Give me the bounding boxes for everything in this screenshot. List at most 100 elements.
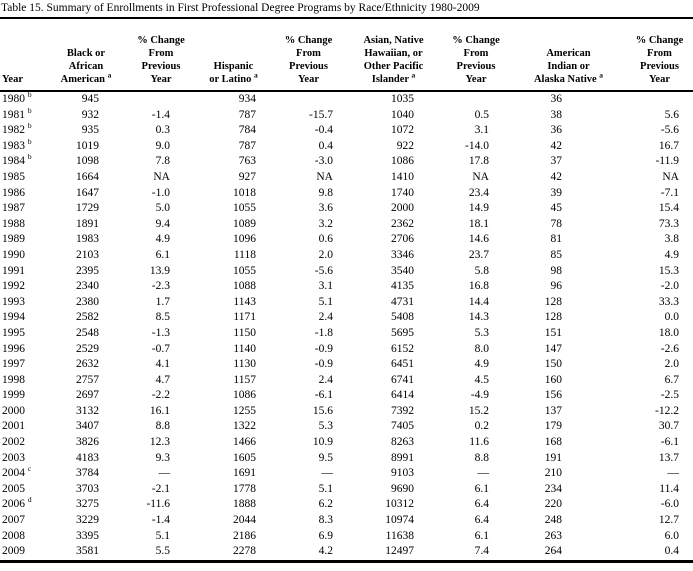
cell-pct-change-american-indian: 13.7 [658, 451, 679, 464]
cell-asian-pacific-islander: 7392 [391, 404, 414, 417]
cell-pct-change-asian: 14.4 [468, 295, 489, 308]
cell-asian-pacific-islander: 4731 [391, 295, 414, 308]
cell-pct-change-asian: NA [472, 170, 489, 183]
cell-pct-change-asian: 7.4 [474, 545, 489, 558]
cell-pct-change-black: 13.9 [149, 264, 170, 277]
cell-pct-change-american-indian: 33.3 [658, 295, 679, 308]
cell-pct-change-asian: 8.8 [474, 451, 489, 464]
cell-asian-pacific-islander: 6414 [391, 389, 414, 402]
cell-year: 2007 [2, 514, 25, 527]
cell-year: 1984 b [2, 152, 32, 168]
cell-year: 1999 [2, 389, 25, 402]
table-row-1998: 1998 2757 4.7 1157 2.4 6741 4.5 160 6.7 [0, 373, 693, 389]
footnote-marker: b [27, 90, 32, 100]
table-row-1997: 1997 2632 4.1 1130 -0.9 6451 4.9 150 2.0 [0, 357, 693, 373]
cell-pct-change-black: 16.1 [149, 404, 170, 417]
cell-pct-change-asian: 4.5 [474, 373, 489, 386]
cell-pct-change-hispanic: 2.4 [318, 373, 333, 386]
cell-year: 1997 [2, 358, 25, 371]
cell-pct-change-american-indian: -7.1 [660, 186, 679, 199]
cell-year: 1985 [2, 170, 25, 183]
cell-asian-pacific-islander: 5408 [391, 311, 414, 324]
col-header-pct-change-american-indian: % Change From Previous Year [626, 18, 693, 92]
cell-hispanic-latino: 1089 [233, 217, 256, 230]
table-row-1987: 1987 1729 5.0 1055 3.6 2000 14.9 45 15.4 [0, 201, 693, 217]
cell-pct-change-hispanic [271, 91, 346, 108]
cell-hispanic-latino: 1118 [233, 248, 256, 261]
cell-year: 2004 c [2, 464, 32, 480]
cell-pct-change-hispanic: 5.1 [318, 482, 333, 495]
cell-year: 1998 [2, 373, 25, 386]
table-body: 1980 b 945 934 1035 36 1981 b 932 -1.4 787 -15.7 1… [0, 91, 693, 561]
cell-pct-change-hispanic: 2.0 [318, 248, 333, 261]
table-row-1992: 1992 2340 -2.3 1088 3.1 4135 16.8 96 -2.0 [0, 279, 693, 295]
cell-american-indian-alaska-native: 45 [550, 202, 563, 215]
cell-pct-change-black [126, 91, 196, 108]
cell-pct-change-american-indian: 30.7 [658, 420, 679, 433]
cell-pct-change-asian: 5.8 [474, 264, 489, 277]
cell-year: 1982 b [2, 121, 32, 137]
cell-black-african-american: 2632 [76, 358, 99, 371]
cell-pct-change-asian: 8.0 [474, 342, 489, 355]
table-header: Year Black or African American a% Change Fro… [0, 18, 693, 92]
cell-pct-change-hispanic: 15.6 [312, 404, 333, 417]
footnote-marker: a [253, 70, 258, 80]
cell-black-african-american: 3275 [76, 498, 99, 511]
cell-year: 1993 [2, 295, 25, 308]
cell-hispanic-latino: 1157 [233, 373, 256, 386]
cell-hispanic-latino: 1086 [233, 389, 256, 402]
cell-black-african-american: 2757 [76, 373, 99, 386]
cell-year: 1980 b [2, 90, 32, 105]
cell-pct-change-hispanic: 3.2 [318, 217, 333, 230]
cell-year: 1989 [2, 233, 25, 246]
cell-hispanic-latino: 763 [238, 155, 256, 168]
cell-asian-pacific-islander: 2362 [391, 217, 414, 230]
cell-asian-pacific-islander: 10974 [385, 514, 414, 527]
cell-pct-change-hispanic: 4.2 [318, 545, 333, 558]
cell-pct-change-american-indian: — [667, 467, 680, 480]
cell-year: 2005 [2, 482, 25, 495]
cell-asian-pacific-islander: 2706 [391, 233, 414, 246]
table-row-1995: 1995 2548 -1.3 1150 -1.8 5695 5.3 151 18.0 [0, 326, 693, 342]
cell-hispanic-latino: 1605 [233, 451, 256, 464]
footnote-marker: d [27, 495, 32, 505]
cell-black-african-american: 1983 [76, 233, 99, 246]
table-row-1988: 1988 1891 9.4 1089 3.2 2362 18.1 78 73.3 [0, 217, 693, 233]
cell-pct-change-black: 0.3 [155, 124, 170, 137]
cell-pct-change-asian: 23.7 [468, 248, 489, 261]
cell-pct-change-hispanic: 0.6 [318, 233, 333, 246]
cell-american-indian-alaska-native: 210 [544, 467, 562, 480]
cell-asian-pacific-islander: 9690 [391, 482, 414, 495]
cell-year: 2001 [2, 420, 25, 433]
cell-asian-pacific-islander: 1740 [391, 186, 414, 199]
cell-year: 1992 [2, 280, 25, 293]
cell-pct-change-black: 5.0 [155, 202, 170, 215]
cell-asian-pacific-islander: 3540 [391, 264, 414, 277]
cell-pct-change-american-indian: 0.0 [664, 311, 679, 324]
cell-black-african-american: 932 [81, 108, 99, 121]
cell-pct-change-hispanic: -15.7 [309, 108, 333, 121]
cell-american-indian-alaska-native: 264 [544, 545, 562, 558]
cell-american-indian-alaska-native: 37 [550, 155, 563, 168]
cell-year: 2003 [2, 451, 25, 464]
cell-american-indian-alaska-native: 168 [544, 436, 562, 449]
footnote-marker: c [27, 464, 32, 474]
cell-pct-change-black: 9.0 [155, 139, 170, 152]
cell-pct-change-american-indian: 0.4 [664, 545, 679, 558]
cell-asian-pacific-islander: 5695 [391, 326, 414, 339]
cell-black-african-american: 1729 [76, 202, 99, 215]
col-header-year: Year [0, 18, 46, 92]
cell-year: 2000 [2, 404, 25, 417]
cell-asian-pacific-islander: 4135 [391, 280, 414, 293]
cell-black-african-american: 2582 [76, 311, 99, 324]
cell-pct-change-black: -2.2 [151, 389, 170, 402]
cell-american-indian-alaska-native: 78 [550, 217, 563, 230]
cell-american-indian-alaska-native: 36 [550, 93, 563, 105]
cell-hispanic-latino: 2186 [233, 529, 256, 542]
cell-american-indian-alaska-native: 151 [544, 326, 562, 339]
cell-hispanic-latino: 1018 [233, 186, 256, 199]
cell-black-african-american: 3132 [76, 404, 99, 417]
cell-year: 1986 [2, 186, 25, 199]
cell-american-indian-alaska-native: 39 [550, 186, 563, 199]
